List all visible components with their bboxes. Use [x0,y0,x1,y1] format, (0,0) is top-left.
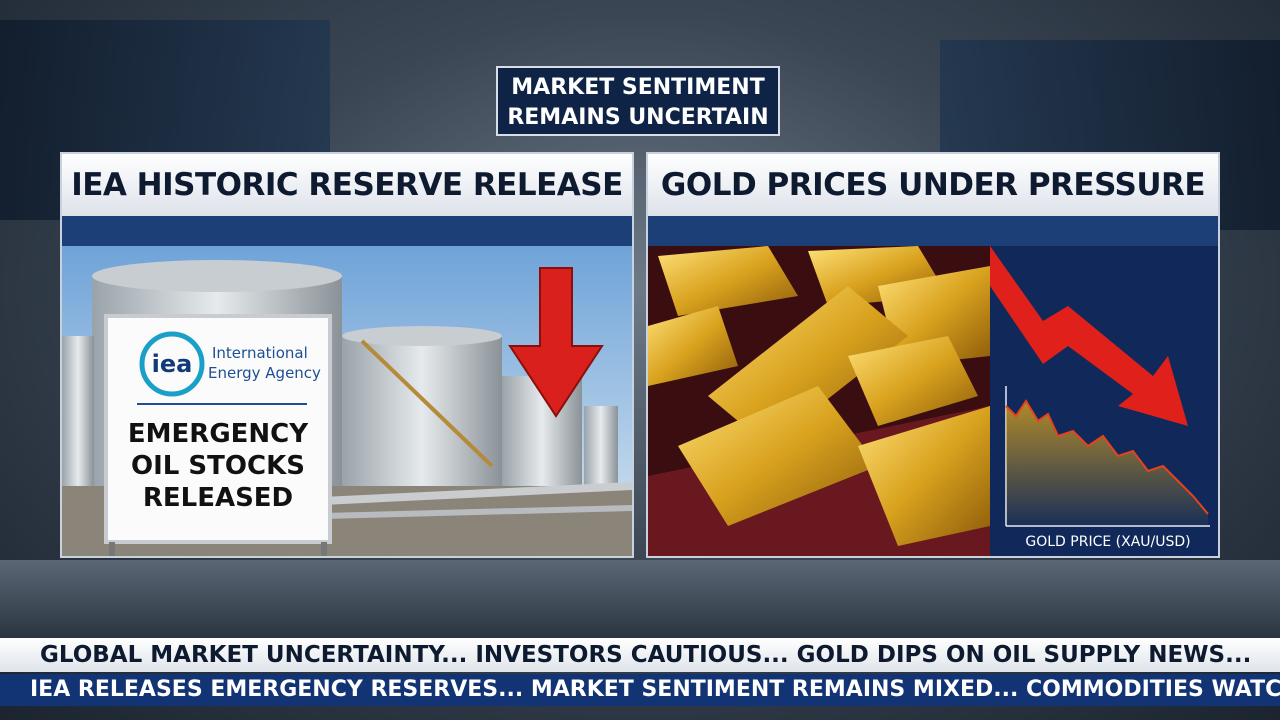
logo-ring [139,331,205,397]
tank-top [92,260,342,292]
org-name: Energy Agency [208,364,321,382]
floor [0,560,1280,640]
panel-title: GOLD PRICES UNDER PRESSURE [648,154,1218,216]
gold-bar [878,266,990,366]
pipe [321,505,632,519]
tank-top [342,326,502,346]
tank [584,406,618,486]
gold-bar [658,246,798,316]
gold-bar [848,336,978,426]
gold-bar [708,286,908,446]
pipe [321,482,632,505]
sign-message: OIL STOCKS [131,451,305,481]
tank [62,336,94,486]
gold-bar [678,386,878,526]
tank [342,336,502,486]
panel: GOLD PRICES UNDER PRESSURE GOLD PRICE (X [646,152,1220,558]
chart-line [1005,399,1209,515]
ticker-line: GLOBAL MARKET UNCERTAINTY... INVESTORS C… [0,638,1280,672]
chart-area [1006,401,1208,526]
panel-strip [648,216,1218,246]
sign-message: EMERGENCY [128,419,309,449]
gold-bar [858,406,990,546]
down-arrow [508,267,604,418]
sign-message: RELEASED [143,483,293,513]
headline-line: REMAINS UNCERTAIN [507,105,769,130]
headline-box: MARKET SENTIMENT REMAINS UNCERTAIN [496,66,780,136]
panel-strip [62,216,632,246]
stairs [360,339,494,468]
headline-line: MARKET SENTIMENT [511,75,765,100]
down-trend-arrow [990,246,1188,426]
gold-image: GOLD PRICE (XAU/USD) [648,246,1218,556]
oil-image: iea International Energy Agency EMERGENC… [62,246,632,556]
org-name: International [212,344,308,362]
gold-bar [648,306,738,386]
panel: IEA HISTORIC RESERVE RELEASE iea [60,152,634,558]
ticker-line: IEA RELEASES EMERGENCY RESERVES... MARKE… [0,674,1280,706]
panel-title: IEA HISTORIC RESERVE RELEASE [62,154,632,216]
chart-label: GOLD PRICE (XAU/USD) [1025,534,1190,550]
logo: iea [152,350,193,378]
